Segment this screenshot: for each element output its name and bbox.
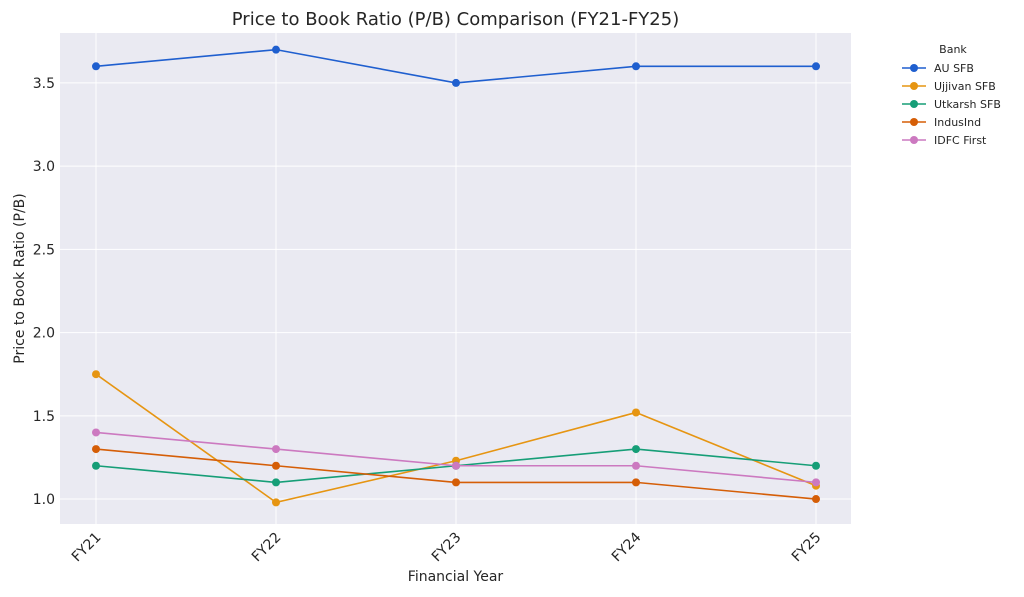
y-tick-label: 1.5 <box>33 409 55 425</box>
legend-label: Utkarsh SFB <box>934 98 1001 111</box>
data-point <box>92 62 100 71</box>
data-point <box>632 445 640 454</box>
legend-item: AU SFB <box>902 62 974 75</box>
data-point <box>92 428 100 437</box>
data-point <box>812 461 820 470</box>
legend-item: Utkarsh SFB <box>902 98 1001 111</box>
legend-item: IndusInd <box>902 116 981 129</box>
x-tick-label: FY23 <box>429 530 465 566</box>
y-tick-label: 1.0 <box>33 492 55 508</box>
legend-item: Ujjivan SFB <box>902 80 996 93</box>
x-tick-label: FY25 <box>789 530 825 566</box>
y-tick-label: 2.0 <box>33 326 55 342</box>
legend-label: AU SFB <box>934 62 974 75</box>
data-point <box>272 461 280 470</box>
x-axis-label: Financial Year <box>408 569 504 585</box>
data-point <box>272 445 280 454</box>
data-point <box>812 62 820 71</box>
legend-label: IDFC First <box>934 134 987 147</box>
legend: Bank AU SFB Ujjivan SFB Utkarsh SFB IndusIn… <box>902 43 1001 147</box>
legend-label: IndusInd <box>934 116 981 129</box>
legend-marker <box>910 118 918 126</box>
data-point <box>452 478 460 487</box>
data-point <box>812 495 820 504</box>
y-axis-label: Price to Book Ratio (P/B) <box>12 193 28 363</box>
y-tick-label: 3.5 <box>33 76 55 92</box>
data-point <box>632 461 640 470</box>
data-point <box>92 445 100 454</box>
chart-title: Price to Book Ratio (P/B) Comparison (FY… <box>232 9 679 30</box>
y-tick-label: 3.0 <box>33 159 55 175</box>
x-tick-label: FY24 <box>609 529 645 565</box>
legend-marker <box>910 100 918 108</box>
data-point <box>452 461 460 470</box>
series-au-sfb <box>92 45 820 87</box>
y-tick-label: 2.5 <box>33 242 55 258</box>
data-point <box>632 408 640 417</box>
data-point <box>632 478 640 487</box>
grid <box>60 33 851 524</box>
legend-label: Ujjivan SFB <box>934 80 996 93</box>
data-point <box>92 461 100 470</box>
x-axis-ticks: FY21 FY22 FY23 FY24 FY25 <box>69 529 825 565</box>
data-point <box>632 62 640 71</box>
y-axis-ticks: 1.0 1.5 2.0 2.5 3.0 3.5 <box>33 76 55 508</box>
data-point <box>272 478 280 487</box>
data-point <box>812 478 820 487</box>
legend-item: IDFC First <box>902 134 987 147</box>
data-point <box>272 498 280 507</box>
series-indusind <box>92 445 820 504</box>
series-idfc-first <box>92 428 820 487</box>
x-tick-label: FY22 <box>249 530 285 566</box>
legend-marker <box>910 64 918 72</box>
x-tick-label: FY21 <box>69 530 105 566</box>
legend-marker <box>910 136 918 144</box>
data-point <box>272 45 280 54</box>
data-point <box>452 78 460 87</box>
legend-marker <box>910 82 918 90</box>
series-layer <box>92 45 820 507</box>
legend-title: Bank <box>939 43 967 56</box>
data-point <box>92 370 100 379</box>
